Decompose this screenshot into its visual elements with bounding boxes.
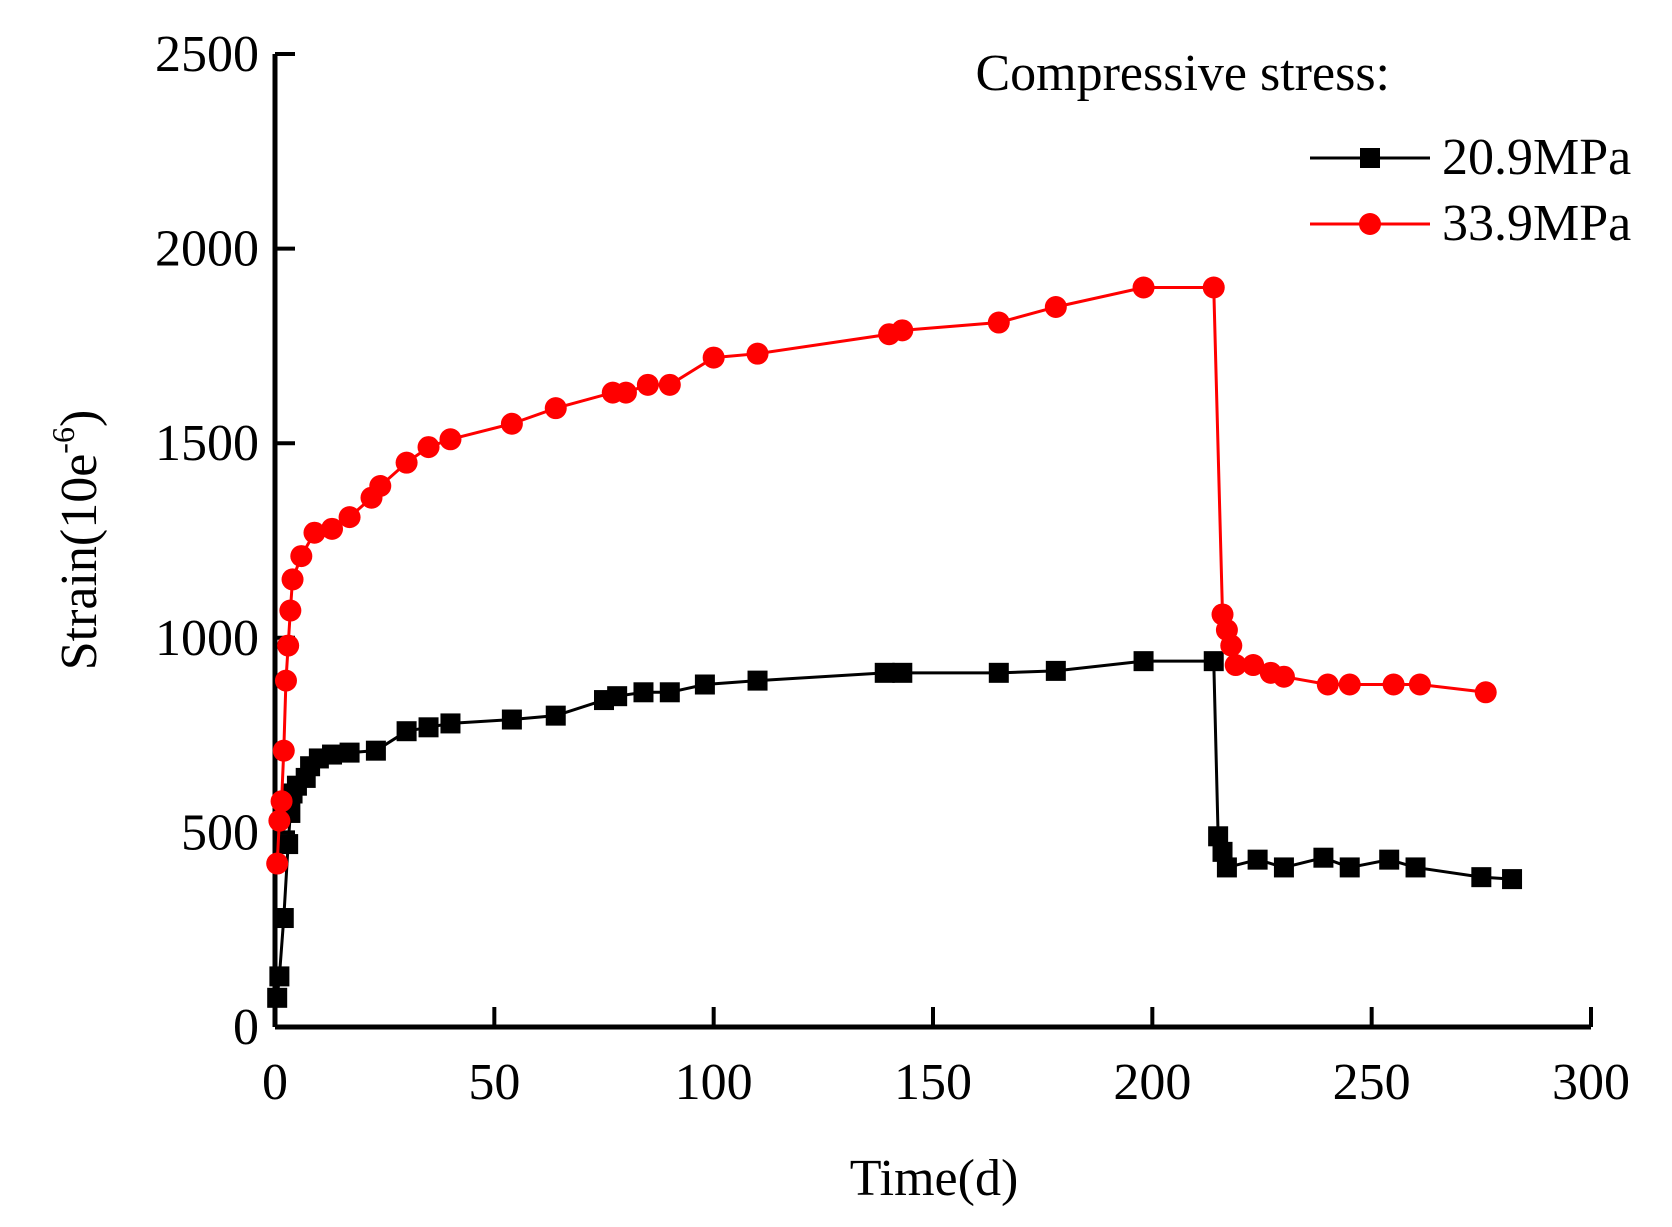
data-point	[369, 475, 392, 498]
x-tick-label: 150	[894, 1054, 972, 1111]
data-point	[321, 517, 344, 540]
data-point	[418, 717, 439, 738]
legend-label: 20.9MPa	[1442, 129, 1631, 186]
data-point	[874, 662, 895, 683]
x-tick-label: 300	[1552, 1054, 1630, 1111]
y-tick-label: 2500	[155, 26, 259, 83]
data-point	[1247, 849, 1268, 870]
data-point	[1382, 673, 1405, 696]
data-point	[1212, 841, 1233, 862]
x-tick-label: 200	[1113, 1054, 1191, 1111]
data-point	[1220, 634, 1243, 657]
data-point	[1502, 869, 1523, 890]
data-point	[274, 669, 297, 692]
data-point	[281, 568, 304, 591]
y-tick-label: 1500	[155, 415, 259, 472]
data-point	[1471, 867, 1492, 888]
y-tick-label: 2000	[155, 221, 259, 278]
data-point	[1405, 857, 1426, 878]
y-label-suffix: )	[51, 410, 108, 427]
data-point	[279, 599, 302, 622]
data-point	[544, 397, 567, 420]
data-point	[268, 809, 291, 832]
data-point	[1216, 857, 1237, 878]
x-tick-label: 250	[1333, 1054, 1411, 1111]
data-point	[891, 319, 914, 342]
data-point	[266, 852, 289, 875]
y-axis-label: Strain(10e-6)	[45, 410, 108, 671]
data-point	[1474, 681, 1497, 704]
y-tick-label: 1000	[155, 610, 259, 667]
data-point	[1313, 847, 1334, 868]
data-point	[501, 709, 522, 730]
data-point	[545, 705, 566, 726]
data-point	[396, 721, 417, 742]
y-tick-label: 0	[233, 999, 259, 1056]
data-point	[1202, 276, 1225, 299]
data-point	[1379, 849, 1400, 870]
x-tick-label: 100	[675, 1054, 753, 1111]
data-point	[500, 412, 523, 435]
data-point	[988, 662, 1009, 683]
data-point	[270, 790, 293, 813]
data-point	[440, 713, 461, 734]
data-point	[1316, 673, 1339, 696]
y-label-superscript: -6	[45, 427, 81, 454]
data-point	[702, 346, 725, 369]
data-point	[607, 686, 628, 707]
data-point	[1208, 826, 1229, 847]
series-line	[275, 286, 1486, 864]
data-point	[1273, 857, 1294, 878]
data-point	[987, 311, 1010, 334]
y-label-text: Strain(10e	[51, 454, 108, 671]
data-point	[417, 436, 440, 459]
data-point	[1272, 665, 1295, 688]
series-line	[275, 659, 1513, 998]
data-point	[365, 740, 386, 761]
data-point	[1044, 295, 1067, 318]
data-point	[339, 742, 360, 763]
data-point	[614, 381, 637, 404]
data-point	[658, 373, 681, 396]
data-point	[272, 739, 295, 762]
data-point	[290, 545, 313, 568]
data-point	[1339, 857, 1360, 878]
legend-marker	[1360, 148, 1380, 168]
data-point	[395, 451, 418, 474]
data-point	[746, 342, 769, 365]
x-axis-label: Time(d)	[850, 1150, 1019, 1207]
data-point	[269, 966, 290, 987]
data-point	[1224, 654, 1247, 677]
legend-title: Compressive stress:	[975, 45, 1390, 102]
data-point	[1242, 654, 1265, 677]
data-point	[1338, 673, 1361, 696]
data-point	[278, 834, 299, 855]
y-tick-label: 500	[181, 804, 259, 861]
data-point	[892, 662, 913, 683]
data-point	[747, 670, 768, 691]
legend-marker	[1359, 213, 1381, 235]
data-point	[1408, 673, 1431, 696]
x-tick-label: 0	[262, 1054, 288, 1111]
data-point	[636, 373, 659, 396]
data-point	[338, 506, 361, 529]
data-point	[1133, 651, 1154, 672]
data-point	[1203, 651, 1224, 672]
data-point	[1045, 660, 1066, 681]
data-point	[303, 521, 326, 544]
data-point	[267, 987, 288, 1008]
legend-label: 33.9MPa	[1442, 195, 1631, 252]
x-tick-label: 50	[468, 1054, 520, 1111]
data-point	[659, 682, 680, 703]
data-point	[633, 682, 654, 703]
data-point	[322, 744, 343, 765]
data-point	[694, 674, 715, 695]
data-point	[277, 634, 300, 657]
data-point	[439, 428, 462, 451]
data-point	[1132, 276, 1155, 299]
data-point	[273, 908, 294, 929]
